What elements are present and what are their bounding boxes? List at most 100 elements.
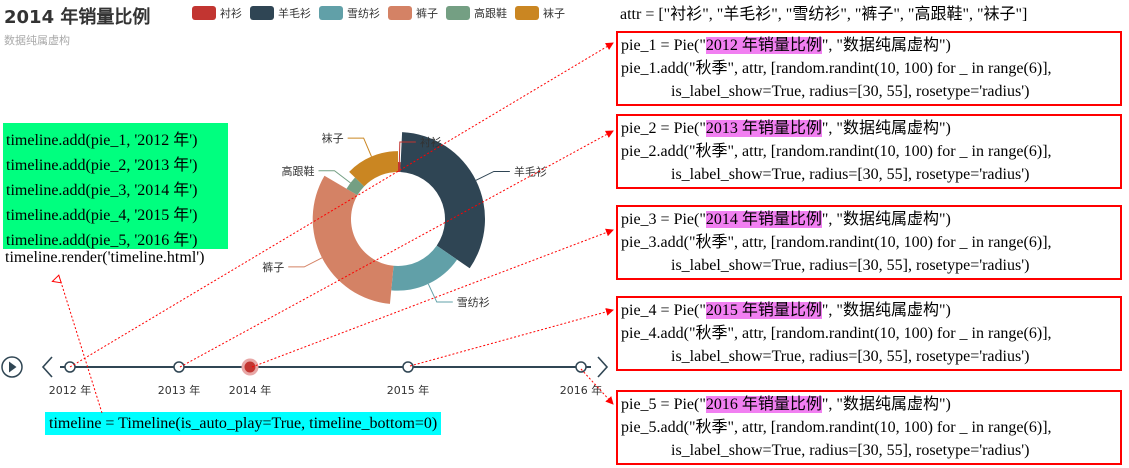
timeline-tick[interactable] [173,361,185,373]
timeline-tick[interactable] [575,361,587,373]
label-leader-line [475,170,510,181]
chevron-left-icon[interactable] [41,356,53,378]
code-line: pie_4.add("秋季", attr, [random.randint(10… [621,325,1052,342]
code-line: pie_3 = Pie("2014 年销量比例", "数据纯属虚构") [621,208,1117,231]
timeline-tick-label[interactable]: 2016 年 [560,383,603,397]
legend-swatch [250,6,274,20]
code-line: timeline.add(pie_1, '2012 年') [6,132,198,149]
annotation-arrow [69,42,614,368]
annotation-arrows [60,42,614,414]
annotation-arrow [409,308,614,367]
code-line: pie_4 = Pie("2015 年销量比例", "数据纯属虚构") [621,299,1117,322]
play-button[interactable] [1,356,23,378]
timeline-tick[interactable] [402,361,414,373]
code-box-pie-5: pie_5 = Pie("2016 年销量比例", "数据纯属虚构") pie_… [616,390,1122,465]
code-text: ", "数据纯属虚构") [821,120,951,137]
code-line: pie_5.add("秋季", attr, [random.randint(10… [621,419,1052,436]
code-box-pie-1: pie_1 = Pie("2012 年销量比例", "数据纯属虚构") pie_… [616,31,1122,106]
legend-item-heels[interactable]: 高跟鞋 [446,5,507,21]
timeline-add-code-block [3,123,228,249]
label-leader-line [398,141,416,163]
code-line: pie_2.add("秋季", attr, [random.randint(10… [621,143,1052,160]
code-text: ", "数据纯属虚构") [821,37,951,54]
code-line: is_label_show=True, radius=[30, 55], ros… [671,83,1030,100]
pie-label-shirt: 衬衫 [420,136,442,149]
code-line: is_label_show=True, radius=[30, 55], ros… [671,442,1030,459]
code-line: timeline.add(pie_3, '2014 年') [6,182,198,199]
code-highlight: 2016 年销量比例 [705,396,822,413]
code-box-pie-3: pie_3 = Pie("2014 年销量比例", "数据纯属虚构") pie_… [616,205,1122,280]
legend-label: 袜子 [543,7,565,20]
chart-subtitle: 数据纯属虚构 [4,34,70,47]
legend-item-socks[interactable]: 袜子 [515,5,565,21]
legend-item-chiffon[interactable]: 雪纺衫 [319,5,380,21]
legend-item-shirt[interactable]: 衬衫 [192,5,242,21]
pie-label-sweater: 羊毛衫 [514,164,547,178]
label-leader-line [288,257,323,268]
chart-title: 2014 年销量比例 [4,7,151,28]
chevron-right-icon[interactable] [597,356,609,378]
label-leader-line [427,283,453,303]
pie-slice-pants[interactable] [312,175,394,304]
legend-swatch [388,6,412,20]
legend-label: 雪纺衫 [347,7,380,20]
code-line: timeline.add(pie_2, '2013 年') [6,157,198,174]
code-line: is_label_show=True, radius=[30, 55], ros… [671,348,1030,365]
code-line: pie_1 = Pie("2012 年销量比例", "数据纯属虚构") [621,34,1117,57]
timeline-tick[interactable] [241,358,259,376]
legend-label: 衬衫 [220,7,242,20]
pie-slice-chiffon[interactable] [391,245,458,291]
code-line: pie_3.add("秋季", attr, [random.randint(10… [621,234,1052,251]
code-line: pie_2 = Pie("2013 年销量比例", "数据纯属虚构") [621,117,1117,140]
pie-slice-shirt[interactable] [398,162,401,173]
code-text: pie_5 = Pie(" [621,396,706,413]
pie-slice-socks[interactable] [349,151,398,187]
attr-code-line: attr = ["衬衫", "羊毛衫", "雪纺衫", "裤子", "高跟鞋",… [620,6,1028,23]
code-text: ", "数据纯属虚构") [821,302,951,319]
timeline-tick-label[interactable]: 2012 年 [49,383,92,397]
legend-swatch [446,6,470,20]
code-text: ", "数据纯属虚构") [821,396,951,413]
code-text: ", "数据纯属虚构") [821,211,951,228]
render-code-line: timeline.render('timeline.html') [5,249,205,266]
pie-label-heels: 高跟鞋 [282,164,315,178]
pie-slice-sweater[interactable] [400,132,485,269]
legend-swatch [515,6,539,20]
code-line: is_label_show=True, radius=[30, 55], ros… [671,166,1030,183]
code-highlight: 2013 年销量比例 [705,120,822,137]
pie-slice-heels[interactable] [346,177,365,196]
code-line: is_label_show=True, radius=[30, 55], ros… [671,257,1030,274]
label-leader-line [347,137,372,157]
rose-pie-chart [312,132,485,304]
pie-label-pants: 裤子 [262,260,284,274]
code-line: timeline.add(pie_4, '2015 年') [6,207,198,224]
annotation-arrow [60,279,103,414]
play-icon [9,361,17,373]
chart-legend: 衬衫 羊毛衫 雪纺衫 裤子 高跟鞋 袜子 [192,5,565,21]
legend-label: 羊毛衫 [278,7,311,20]
code-line: pie_5 = Pie("2016 年销量比例", "数据纯属虚构") [621,393,1117,416]
legend-swatch [192,6,216,20]
legend-item-sweater[interactable]: 羊毛衫 [250,5,311,21]
annotation-arrow [251,228,614,368]
pie-label-socks: 袜子 [322,131,344,145]
timeline-code-line: timeline = Timeline(is_auto_play=True, t… [45,412,442,435]
timeline-control: 2012 年 2013 年 2014 年 2015 年 2016 年 [1,356,609,397]
legend-item-pants[interactable]: 裤子 [388,5,438,21]
pie-label-chiffon: 雪纺衫 [457,295,490,309]
code-text: pie_2 = Pie(" [621,120,706,137]
timeline-tick-label[interactable]: 2013 年 [158,383,201,397]
code-text: pie_4 = Pie(" [621,302,706,319]
legend-swatch [319,6,343,20]
code-text: pie_3 = Pie(" [621,211,706,228]
code-line: pie_1.add("秋季", attr, [random.randint(10… [621,60,1052,77]
legend-label: 高跟鞋 [474,7,507,20]
code-text: pie_1 = Pie(" [621,37,706,54]
label-leader-line [318,170,351,184]
code-box-pie-4: pie_4 = Pie("2015 年销量比例", "数据纯属虚构") pie_… [616,296,1122,371]
code-highlight: 2015 年销量比例 [705,302,822,319]
timeline-tick-label[interactable]: 2014 年 [229,383,272,397]
timeline-tick-label[interactable]: 2015 年 [387,383,430,397]
